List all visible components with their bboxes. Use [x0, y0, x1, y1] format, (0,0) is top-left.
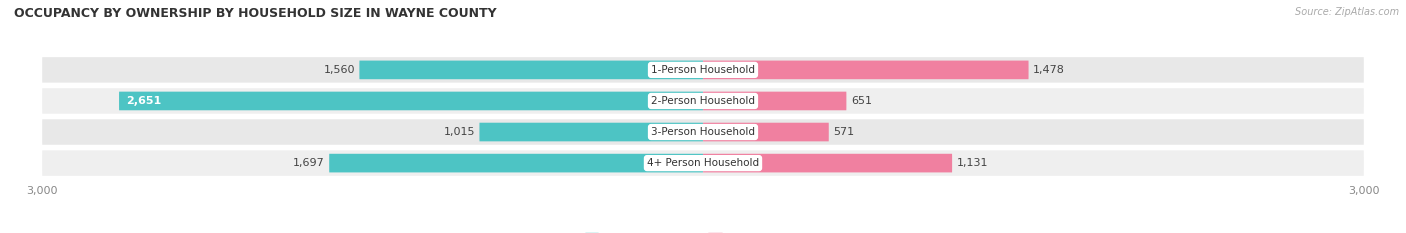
- Text: 1,697: 1,697: [292, 158, 325, 168]
- FancyBboxPatch shape: [703, 92, 846, 110]
- Text: 1,560: 1,560: [323, 65, 354, 75]
- Text: 3-Person Household: 3-Person Household: [651, 127, 755, 137]
- FancyBboxPatch shape: [360, 61, 703, 79]
- Text: 2,651: 2,651: [125, 96, 160, 106]
- FancyBboxPatch shape: [42, 119, 1364, 145]
- Text: 1,131: 1,131: [956, 158, 988, 168]
- Text: 2-Person Household: 2-Person Household: [651, 96, 755, 106]
- FancyBboxPatch shape: [42, 57, 1364, 83]
- FancyBboxPatch shape: [703, 154, 952, 172]
- Legend: Owner-occupied, Renter-occupied: Owner-occupied, Renter-occupied: [581, 229, 825, 233]
- Text: 1,015: 1,015: [443, 127, 475, 137]
- FancyBboxPatch shape: [329, 154, 703, 172]
- FancyBboxPatch shape: [703, 61, 1029, 79]
- Text: OCCUPANCY BY OWNERSHIP BY HOUSEHOLD SIZE IN WAYNE COUNTY: OCCUPANCY BY OWNERSHIP BY HOUSEHOLD SIZE…: [14, 7, 496, 20]
- Text: 651: 651: [851, 96, 872, 106]
- FancyBboxPatch shape: [42, 150, 1364, 176]
- Text: Source: ZipAtlas.com: Source: ZipAtlas.com: [1295, 7, 1399, 17]
- Text: 1,478: 1,478: [1033, 65, 1064, 75]
- Text: 1-Person Household: 1-Person Household: [651, 65, 755, 75]
- Text: 571: 571: [834, 127, 855, 137]
- FancyBboxPatch shape: [120, 92, 703, 110]
- FancyBboxPatch shape: [42, 88, 1364, 114]
- FancyBboxPatch shape: [479, 123, 703, 141]
- FancyBboxPatch shape: [703, 123, 828, 141]
- Text: 4+ Person Household: 4+ Person Household: [647, 158, 759, 168]
